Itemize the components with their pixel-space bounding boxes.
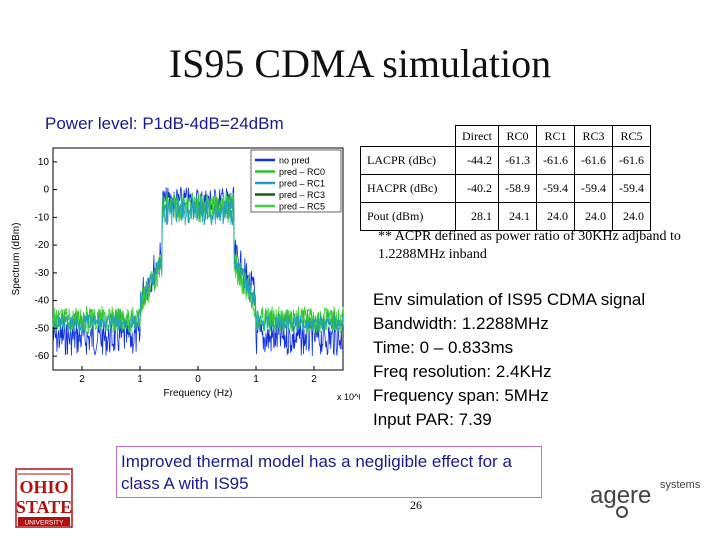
- column-header: RC5: [611, 125, 651, 147]
- x-tick-label: 0: [195, 374, 201, 385]
- y-tick-label: -30: [35, 268, 50, 279]
- ohio-state-logo: OHIO STATE UNIVERSITY: [15, 468, 73, 528]
- column-header: RC0: [497, 125, 537, 147]
- y-tick-label: -20: [35, 240, 50, 251]
- table-cell: -61.6: [535, 146, 575, 175]
- legend-entry: pred – RC1: [279, 179, 325, 189]
- table-cell: -59.4: [573, 174, 613, 203]
- x-axis-label: Frequency (Hz): [164, 388, 233, 399]
- slide-title: IS95 CDMA simulation: [168, 41, 552, 86]
- x-tick-label: 2: [79, 374, 85, 385]
- table-cell: -44.2: [455, 146, 499, 175]
- table-cell: 24.0: [535, 202, 575, 231]
- table-cell: -61.6: [573, 146, 613, 175]
- logo-text: systems: [660, 479, 701, 491]
- table-cell: 24.0: [573, 202, 613, 231]
- conclusion-box: Improved thermal model has a negligible …: [116, 446, 542, 498]
- logo-text: UNIVERSITY: [24, 520, 64, 527]
- simulation-line: Input PAR: 7.39: [373, 410, 492, 429]
- table-cell: -58.9: [497, 174, 537, 203]
- simulation-line: Freq resolution: 2.4KHz: [373, 362, 552, 381]
- y-tick-label: -50: [35, 323, 50, 334]
- row-label: LACPR (dBc): [360, 146, 456, 175]
- table-cell: 28.1: [455, 202, 499, 231]
- y-tick-label: 10: [38, 157, 50, 168]
- row-label: HACPR (dBc): [360, 174, 456, 203]
- x-tick-label: 2: [311, 374, 317, 385]
- table-header-row: Direct RC0 RC1 RC3 RC5: [361, 125, 651, 147]
- legend-entry: pred – RC5: [279, 202, 325, 212]
- x-tick-label: 1: [253, 374, 259, 385]
- power-level-label: Power level: P1dB-4dB=24dBm: [45, 114, 284, 133]
- table-row: LACPR (dBc) -44.2 -61.3 -61.6 -61.6 -61.…: [360, 146, 651, 175]
- acpr-note: ** ACPR defined as power ratio of 30KHz …: [378, 229, 681, 262]
- logo-text: agere: [590, 482, 651, 509]
- y-axis-label: Spectrum (dBm): [11, 223, 22, 296]
- y-tick-label: -10: [35, 212, 50, 223]
- logo-text: STATE: [16, 497, 72, 517]
- row-label: Pout (dBm): [360, 202, 456, 231]
- table-cell: -59.4: [611, 174, 651, 203]
- column-header: RC3: [573, 125, 613, 147]
- y-tick-label: -40: [35, 296, 50, 307]
- agere-systems-logo: agere systems: [590, 479, 701, 518]
- table-row: Pout (dBm) 28.1 24.1 24.0 24.0 24.0: [360, 202, 651, 231]
- table-row: HACPR (dBc) -40.2 -58.9 -59.4 -59.4 -59.…: [360, 174, 651, 203]
- simulation-line: Env simulation of IS95 CDMA signal: [373, 290, 646, 309]
- x-tick-label: 1: [137, 374, 143, 385]
- simulation-line: Frequency span: 5MHz: [373, 386, 549, 405]
- table-cell: -59.4: [535, 174, 575, 203]
- y-tick-label: -60: [35, 351, 50, 362]
- table-cell: 24.0: [611, 202, 651, 231]
- legend-entry: pred – RC0: [279, 167, 325, 177]
- table-cell: -61.3: [497, 146, 537, 175]
- legend-entry: pred – RC3: [279, 190, 325, 200]
- column-header: Direct: [455, 125, 499, 147]
- y-tick-label: 0: [43, 185, 49, 196]
- table-cell: -61.6: [611, 146, 651, 175]
- series-line: [52, 195, 344, 332]
- x-axis-exponent: x 10^6: [337, 392, 360, 402]
- series-line: [52, 197, 344, 332]
- simulation-line: Time: 0 – 0.833ms: [373, 338, 514, 357]
- column-header: RC1: [535, 125, 575, 147]
- table-corner: [361, 126, 456, 147]
- simulation-line: Bandwidth: 1.2288MHz: [373, 314, 549, 333]
- table-cell: -40.2: [455, 174, 499, 203]
- simulation-details: Env simulation of IS95 CDMA signal Bandw…: [373, 288, 645, 432]
- logo-text: OHIO: [19, 477, 68, 497]
- series-line: [52, 186, 344, 357]
- page-number: 26: [410, 498, 422, 512]
- legend-entry: no pred: [279, 156, 310, 166]
- table-cell: 24.1: [497, 202, 537, 231]
- results-table: Direct RC0 RC1 RC3 RC5 LACPR (dBc) -44.2…: [360, 125, 651, 231]
